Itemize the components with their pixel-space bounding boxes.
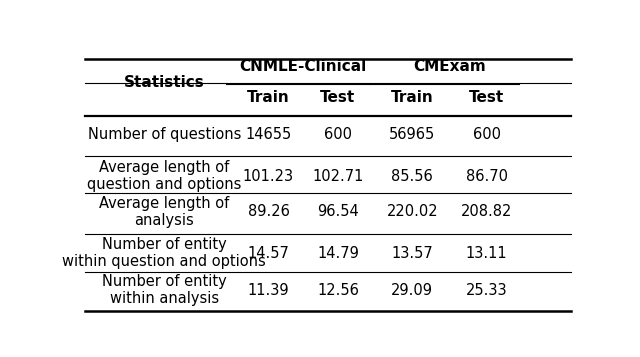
Text: 89.26: 89.26 <box>248 205 289 220</box>
Text: Number of entity
within question and options: Number of entity within question and opt… <box>63 237 266 269</box>
Text: Train: Train <box>247 90 290 105</box>
Text: 11.39: 11.39 <box>248 283 289 298</box>
Text: CNMLE-Clinical: CNMLE-Clinical <box>239 59 367 74</box>
Text: 25.33: 25.33 <box>466 283 508 298</box>
Text: Number of entity
within analysis: Number of entity within analysis <box>102 274 227 306</box>
Text: Test: Test <box>320 90 356 105</box>
Text: 29.09: 29.09 <box>391 283 433 298</box>
Text: CMExam: CMExam <box>413 59 486 74</box>
Text: 14655: 14655 <box>245 127 292 142</box>
Text: Train: Train <box>391 90 434 105</box>
Text: 12.56: 12.56 <box>317 283 359 298</box>
Text: 101.23: 101.23 <box>243 169 294 183</box>
Text: 56965: 56965 <box>389 127 435 142</box>
Text: Test: Test <box>469 90 504 105</box>
Text: 600: 600 <box>324 127 352 142</box>
Text: Average length of
question and options: Average length of question and options <box>87 160 241 192</box>
Text: 96.54: 96.54 <box>317 205 359 220</box>
Text: 220.02: 220.02 <box>387 205 438 220</box>
Text: Average length of
analysis: Average length of analysis <box>99 196 230 228</box>
Text: 85.56: 85.56 <box>392 169 433 183</box>
Text: 14.79: 14.79 <box>317 246 359 261</box>
Text: 102.71: 102.71 <box>312 169 364 183</box>
Text: 208.82: 208.82 <box>461 205 513 220</box>
Text: Number of questions: Number of questions <box>88 127 241 142</box>
Text: 13.57: 13.57 <box>392 246 433 261</box>
Text: 13.11: 13.11 <box>466 246 508 261</box>
Text: 14.57: 14.57 <box>248 246 289 261</box>
Text: Statistics: Statistics <box>124 75 205 90</box>
Text: 86.70: 86.70 <box>466 169 508 183</box>
Text: 600: 600 <box>473 127 500 142</box>
